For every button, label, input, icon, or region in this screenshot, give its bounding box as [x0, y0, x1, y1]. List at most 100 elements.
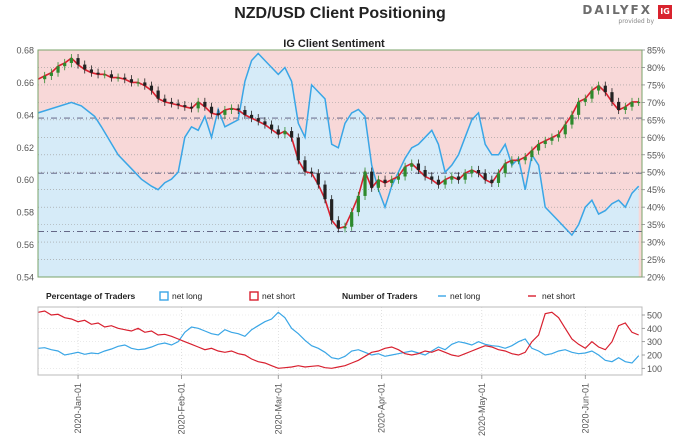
x-tick-label: 2020-Mar-01: [273, 383, 283, 435]
left-tick-label: 0.56: [16, 240, 34, 250]
bottom-tick-label: 300: [647, 337, 662, 347]
candle-body: [637, 101, 641, 104]
logo-text: DAILYFX: [582, 3, 652, 17]
candle-body: [116, 77, 120, 79]
candle-body: [543, 140, 547, 145]
net-long-traders-line: [37, 311, 640, 364]
bottom-panel-border: [37, 306, 643, 376]
candle-body: [169, 101, 174, 104]
right-axis-ticks: 20% 25% 30% 35% 40% 45% 50% 55% 60% 65% 70% 75% 80% 8…: [642, 46, 665, 283]
candle-body: [330, 199, 334, 221]
candle-body: [423, 169, 427, 177]
logo-subtext: provided by: [618, 18, 654, 25]
left-tick-label: 0.64: [16, 110, 34, 120]
right-tick-label: 65%: [647, 115, 665, 125]
candle-body: [610, 92, 614, 102]
right-tick-label: 55%: [647, 150, 665, 160]
candle-body: [556, 134, 561, 138]
candle-body: [583, 98, 587, 102]
candle-body: [276, 129, 280, 135]
candle-body: [490, 179, 494, 183]
candle-body: [83, 64, 87, 70]
candle-body: [516, 160, 521, 162]
candle-body: [617, 101, 621, 110]
right-tick-label: 50%: [647, 168, 665, 178]
net-long-area: [38, 53, 639, 277]
candle-body: [356, 195, 360, 213]
left-tick-label: 0.62: [16, 143, 34, 153]
candle-body: [263, 121, 267, 125]
candle-body: [416, 163, 421, 170]
candle-body: [123, 77, 127, 80]
legend-num-long-label: net long: [450, 291, 481, 301]
x-tick-label: 2020-Jun-01: [580, 383, 590, 434]
candle-body: [450, 176, 454, 180]
candle-body: [56, 66, 60, 73]
right-tick-label: 70%: [647, 98, 665, 108]
legend-pct-short-label: net short: [262, 291, 296, 301]
candle-body: [156, 90, 160, 99]
x-tick-label: 2020-Apr-01: [377, 383, 387, 433]
candle-body: [229, 108, 234, 110]
candle-body: [63, 62, 67, 67]
candle-body: [129, 79, 134, 83]
candle-body: [249, 114, 254, 119]
right-tick-label: 60%: [647, 133, 665, 143]
right-tick-label: 75%: [647, 80, 665, 90]
candle-body: [183, 105, 187, 107]
traders-panel: Percentage of Traders net long net short…: [37, 291, 662, 436]
candle-body: [503, 163, 507, 174]
bottom-tick-label: 100: [647, 364, 662, 374]
legend-pct-short-swatch: [249, 291, 259, 301]
candle-body: [216, 113, 220, 115]
candle-body: [383, 179, 387, 183]
candle-body: [49, 72, 53, 76]
candle-body: [463, 173, 467, 180]
x-tick-label: 2020-Jan-01: [73, 383, 83, 434]
bottom-tick-label: 500: [647, 311, 662, 321]
candle-body: [76, 58, 80, 65]
candle-body: [570, 114, 574, 125]
candle-body: [203, 101, 207, 107]
right-tick-label: 40%: [647, 203, 665, 213]
top-panel-border: [37, 49, 643, 278]
candle-body: [189, 106, 194, 109]
x-tick-label: 2020-May-01: [477, 383, 487, 436]
page-title: NZD/USD Client Positioning: [234, 5, 446, 22]
candle-body: [476, 169, 481, 174]
candle-body: [109, 74, 114, 78]
candle-body: [316, 173, 320, 185]
candle-body: [149, 85, 154, 91]
right-tick-label: 20%: [647, 273, 665, 283]
legend-num-title: Number of Traders: [342, 291, 418, 301]
sentiment-panel: IG Client Sentiment 0.54 0.56 0.58 0.60 0.62…: [16, 38, 665, 283]
candle-body: [630, 101, 634, 107]
candle-body: [523, 157, 527, 161]
candle-body: [376, 179, 380, 188]
candle-body: [96, 72, 100, 75]
left-tick-label: 0.58: [16, 208, 34, 218]
candle-body: [143, 82, 147, 86]
candle-body: [343, 226, 347, 229]
bottom-right-axis-ticks: 100 200 300 400 500: [642, 311, 662, 374]
candle-body: [163, 98, 167, 102]
candle-body: [290, 131, 294, 138]
candle-body: [176, 103, 180, 106]
candle-body: [443, 179, 447, 185]
x-tick-label: 2020-Feb-01: [176, 383, 186, 435]
left-tick-label: 0.66: [16, 78, 34, 88]
candle-body: [623, 106, 627, 110]
sentiment-title: IG Client Sentiment: [283, 38, 385, 50]
dailyfx-logo: DAILYFX provided by IG: [562, 3, 672, 27]
candle-body: [350, 212, 354, 227]
candle-body: [576, 101, 581, 115]
price-candles: [43, 54, 641, 233]
reference-lines: [38, 117, 642, 233]
right-tick-label: 85%: [647, 46, 665, 56]
candle-body: [336, 220, 340, 229]
candle-body: [196, 101, 200, 109]
net-long-percentage-line: [37, 52, 640, 237]
candle-body: [410, 163, 414, 167]
bottom-tick-label: 200: [647, 351, 662, 361]
